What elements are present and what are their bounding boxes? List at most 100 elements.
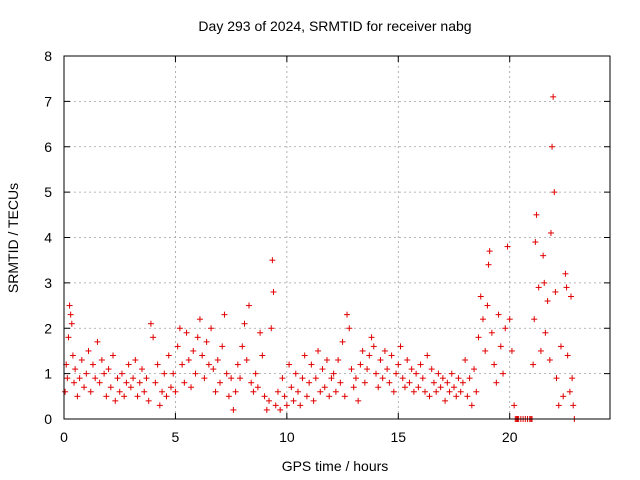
data-point: [560, 393, 567, 400]
data-point: [154, 361, 161, 368]
data-point: [479, 316, 486, 323]
data-point: [67, 311, 74, 318]
data-point: [243, 357, 250, 364]
data-point: [468, 402, 475, 409]
data-point: [341, 393, 348, 400]
data-point: [339, 338, 346, 345]
data-point: [377, 357, 384, 364]
data-point: [553, 375, 560, 382]
data-point: [254, 384, 261, 391]
data-point: [94, 338, 101, 345]
data-point: [506, 316, 513, 323]
data-point: [134, 393, 141, 400]
data-point: [348, 366, 355, 373]
data-point: [471, 366, 478, 373]
data-point: [564, 352, 571, 359]
data-point: [241, 320, 248, 327]
data-point: [390, 388, 397, 395]
data-point: [415, 384, 422, 391]
data-point: [172, 388, 179, 395]
data-point: [464, 393, 471, 400]
data-point: [252, 370, 259, 377]
data-point: [283, 402, 290, 409]
data-point: [72, 366, 79, 373]
data-point: [488, 329, 495, 336]
y-tick-label: 6: [44, 139, 52, 155]
data-point: [439, 375, 446, 382]
data-point: [130, 375, 137, 382]
data-point: [292, 370, 299, 377]
data-point: [290, 397, 297, 404]
data-point: [540, 252, 547, 259]
data-point: [435, 370, 442, 377]
data-point: [359, 347, 366, 354]
data-point: [466, 375, 473, 382]
x-tick-label: 15: [390, 429, 406, 445]
data-point: [379, 375, 386, 382]
data-point: [62, 388, 69, 395]
data-point: [388, 352, 395, 359]
data-point: [228, 375, 235, 382]
data-point: [147, 320, 154, 327]
data-point: [482, 347, 489, 354]
data-point: [550, 93, 557, 100]
data-point: [355, 397, 362, 404]
data-point: [96, 379, 103, 386]
data-point: [203, 338, 210, 345]
grid-lines: [64, 56, 610, 419]
data-point: [413, 370, 420, 377]
data-point: [208, 325, 215, 332]
data-point: [570, 402, 577, 409]
data-point: [424, 352, 431, 359]
data-point: [89, 361, 96, 368]
data-point: [330, 370, 337, 377]
data-point: [170, 370, 177, 377]
data-point: [511, 402, 518, 409]
data-point: [399, 375, 406, 382]
data-point: [551, 189, 558, 196]
data-point: [145, 397, 152, 404]
data-point: [401, 384, 408, 391]
data-point: [557, 343, 564, 350]
data-point: [346, 325, 353, 332]
data-point: [263, 406, 270, 413]
data-points: [62, 93, 578, 422]
data-point: [306, 379, 313, 386]
data-point: [459, 379, 466, 386]
data-point: [74, 393, 81, 400]
y-tick-label: 4: [44, 230, 52, 246]
data-point: [535, 284, 542, 291]
data-point: [118, 370, 125, 377]
data-point: [315, 347, 322, 354]
y-tick-label: 5: [44, 184, 52, 200]
data-point: [332, 388, 339, 395]
data-point: [176, 325, 183, 332]
x-axis-label: GPS time / hours: [282, 458, 389, 474]
data-point: [404, 357, 411, 364]
data-point: [205, 361, 212, 368]
data-point: [537, 347, 544, 354]
data-point: [297, 402, 304, 409]
data-point: [259, 352, 266, 359]
data-point: [552, 288, 559, 295]
data-point: [502, 325, 509, 332]
data-point: [508, 347, 515, 354]
data-point: [555, 402, 562, 409]
data-point: [214, 357, 221, 364]
y-tick-labels: 0 1 2 3 4 5 6 7 8: [44, 48, 52, 427]
data-point: [566, 388, 573, 395]
data-point: [266, 397, 273, 404]
data-point: [485, 261, 492, 268]
data-point: [410, 388, 417, 395]
data-point: [542, 329, 549, 336]
data-point: [428, 366, 435, 373]
data-point: [386, 379, 393, 386]
data-point: [532, 239, 539, 246]
data-point: [544, 298, 551, 305]
data-point: [375, 384, 382, 391]
data-point: [326, 393, 333, 400]
x-tick-label: 20: [502, 429, 518, 445]
data-point: [419, 375, 426, 382]
data-point: [312, 375, 319, 382]
